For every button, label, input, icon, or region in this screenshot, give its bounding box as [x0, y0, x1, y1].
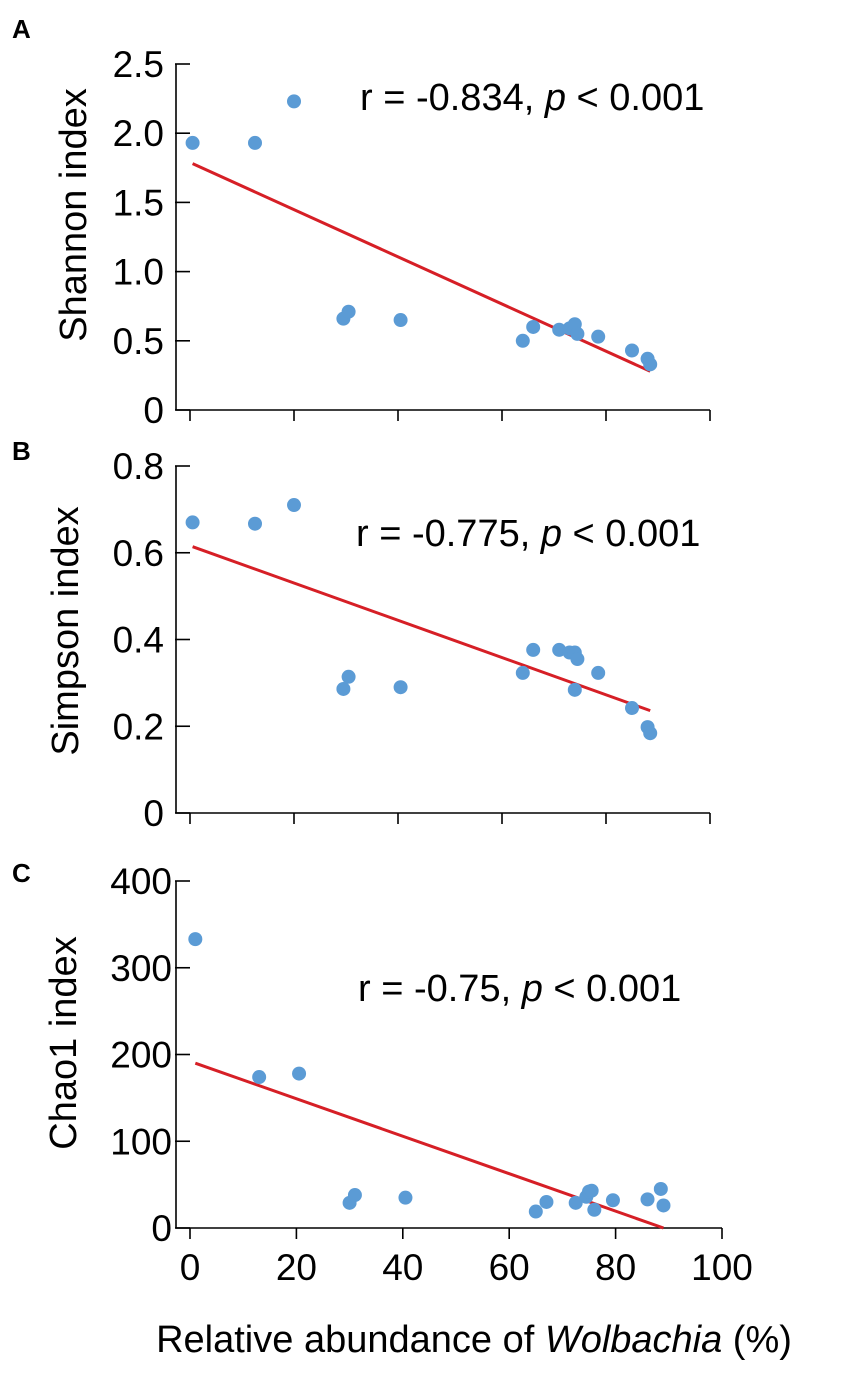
- x-axis-title-italic: Wolbachia: [545, 1319, 722, 1361]
- panel-letter: B: [12, 436, 31, 466]
- data-point: [643, 357, 658, 372]
- data-point: [526, 319, 541, 334]
- data-point: [570, 326, 585, 341]
- data-point: [568, 1195, 583, 1210]
- x-tick-label: 100: [691, 1247, 753, 1288]
- data-point: [643, 726, 658, 741]
- y-axis-title: Shannon index: [53, 88, 95, 342]
- y-tick-label: 1.0: [113, 252, 164, 293]
- data-point: [539, 1194, 554, 1209]
- panel-letter: A: [12, 14, 31, 44]
- y-axis-title: Chao1 index: [43, 936, 85, 1149]
- x-axis-title: Relative abundance of Wolbachia (%): [156, 1319, 792, 1361]
- data-point: [515, 333, 530, 348]
- x-axis-title-prefix: Relative abundance of: [156, 1319, 545, 1361]
- data-point: [341, 304, 356, 319]
- plot-area: 0 0.5 1.0 1.5 2.0 2.5: [113, 44, 711, 431]
- annotation-p-rest: < 0.001: [543, 968, 681, 1010]
- data-point: [605, 1193, 620, 1208]
- annotation-p-rest: < 0.001: [566, 77, 704, 119]
- data-point: [567, 682, 582, 697]
- data-point: [656, 1198, 671, 1213]
- annotation-p-rest: < 0.001: [562, 513, 700, 555]
- x-tick-label: 60: [489, 1247, 530, 1288]
- data-point: [341, 669, 356, 684]
- data-point: [292, 1066, 307, 1081]
- regression-line: [192, 545, 651, 713]
- y-tick-label: 0.6: [113, 533, 164, 574]
- y-tick-label: 400: [110, 861, 172, 902]
- data-point: [653, 1181, 668, 1196]
- x-axis-title-suffix: (%): [722, 1319, 792, 1361]
- plot-area: 0 100 200 300 400 0 20 40 60 80 100: [110, 861, 753, 1288]
- data-point: [587, 1202, 602, 1217]
- data-point: [336, 681, 351, 696]
- data-point: [398, 1190, 413, 1205]
- data-point: [515, 665, 530, 680]
- data-point: [287, 498, 301, 513]
- annotation-r: r = -0.75,: [358, 968, 522, 1010]
- y-tick-label: 0.4: [113, 620, 164, 661]
- data-point: [393, 313, 408, 328]
- x-tick-label: 80: [595, 1247, 636, 1288]
- data-point: [591, 329, 606, 344]
- x-tick-label: 20: [276, 1247, 317, 1288]
- data-point: [528, 1204, 543, 1219]
- panel-b-simpson: B Simpson index r = -0.775, p < 0.001 00…: [12, 436, 711, 834]
- annotation-p-symbol: p: [544, 77, 566, 119]
- y-tick-label: 100: [110, 1121, 172, 1162]
- y-tick-label: 0.5: [113, 321, 164, 362]
- panel-a-shannon: A Shannon index r = -0.834, p < 0.001 00…: [12, 14, 711, 431]
- x-tick-label: 40: [382, 1247, 423, 1288]
- y-tick-label: 0: [151, 1208, 172, 1249]
- x-tick-label: 0: [180, 1247, 201, 1288]
- correlation-annotation: r = -0.775, p < 0.001: [356, 513, 700, 555]
- data-point: [393, 680, 408, 695]
- data-point: [287, 94, 301, 109]
- correlation-annotation: r = -0.834, p < 0.001: [360, 77, 704, 119]
- y-tick-label: 200: [110, 1035, 172, 1076]
- data-point: [526, 642, 541, 657]
- y-tick-label: 2.5: [113, 44, 164, 85]
- y-tick-label: 0.8: [113, 446, 164, 487]
- annotation-p-symbol: p: [540, 513, 562, 555]
- panel-letter: C: [12, 858, 31, 888]
- annotation-r: r = -0.775,: [356, 513, 541, 555]
- data-point: [248, 135, 262, 150]
- data-point: [552, 322, 567, 337]
- data-point: [347, 1188, 362, 1203]
- annotation-r: r = -0.834,: [360, 77, 545, 119]
- data-point: [591, 665, 606, 680]
- data-point: [188, 932, 203, 947]
- y-tick-label: 2.0: [113, 113, 164, 154]
- data-point: [584, 1183, 599, 1198]
- data-point: [625, 343, 639, 358]
- data-point: [248, 516, 262, 531]
- data-point: [185, 515, 200, 530]
- annotation-p-symbol: p: [521, 968, 543, 1010]
- data-point: [640, 1192, 655, 1207]
- y-tick-label: 300: [110, 948, 172, 989]
- data-point: [252, 1070, 267, 1085]
- panel-c-chao1: C Chao1 index r = -0.75, p < 0.001 0 100 2…: [12, 858, 753, 1288]
- y-axis-title: Simpson index: [45, 506, 87, 755]
- data-point: [570, 652, 585, 667]
- data-point: [625, 701, 639, 716]
- y-tick-label: 1.5: [113, 182, 164, 223]
- regression-line: [191, 162, 651, 373]
- y-tick-label: 0: [143, 390, 164, 431]
- data-point: [185, 135, 200, 150]
- y-tick-label: 0.2: [113, 706, 164, 747]
- plot-area: 0 0.2 0.4 0.6 0.8: [113, 446, 711, 834]
- y-tick-label: 0: [143, 793, 164, 834]
- correlation-annotation: r = -0.75, p < 0.001: [358, 968, 681, 1010]
